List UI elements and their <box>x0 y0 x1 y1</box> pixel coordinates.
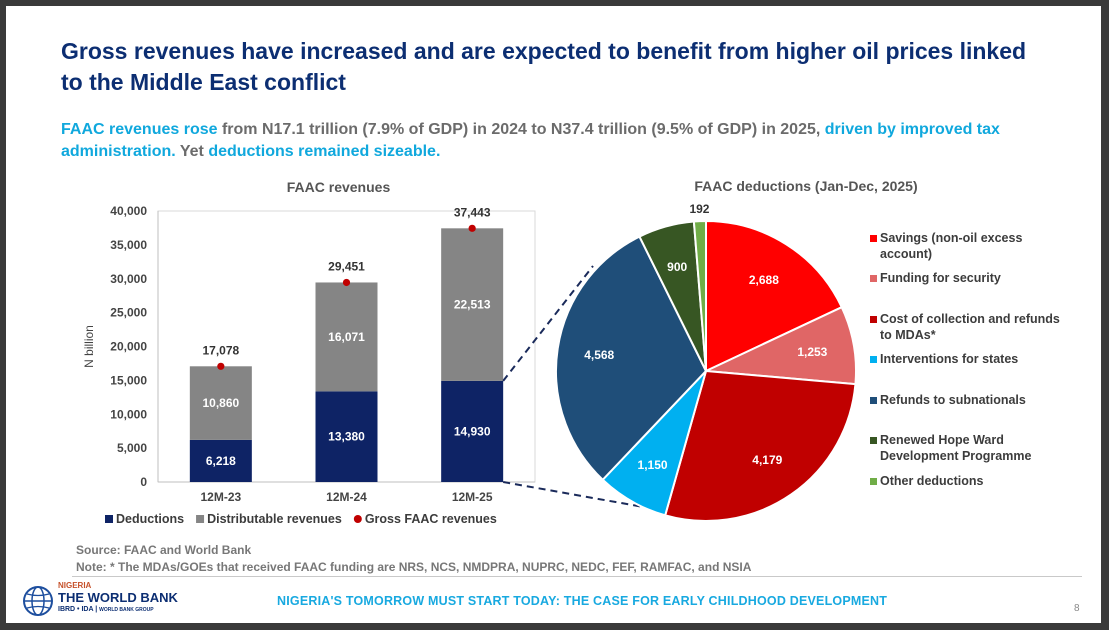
pie-legend-label: Development Programme <box>880 449 1031 463</box>
pie-legend-swatch <box>870 316 877 323</box>
legend-swatch-distributable <box>196 515 205 523</box>
bar-chart: FAAC revenues 0 5,000 10,000 15,000 20,000 25,… <box>82 179 536 526</box>
bar-distributable-label: 22,513 <box>454 298 491 312</box>
pie-legend-label: Renewed Hope Ward <box>880 433 1004 447</box>
gross-revenue-marker <box>342 278 351 287</box>
pie-legend-label: Cost of collection and refunds <box>880 312 1060 326</box>
logo-sub-1: IBRD • IDA <box>58 606 94 613</box>
subtitle-part-4: Yet <box>175 143 209 160</box>
pie-legend-label: to MDAs* <box>880 328 936 342</box>
world-bank-logo[interactable]: NIGERIA THE WORLD BANK IBRD • IDA | WORL… <box>20 581 210 621</box>
bar-distributable <box>189 366 252 440</box>
bar-deductions-label: 14,930 <box>454 424 491 438</box>
subtitle-part-3: driven by improved tax administration. <box>61 121 1000 160</box>
y-tick-label: 30,000 <box>110 272 147 286</box>
subtitle-part-2: from N17.1 trillion (7.9% of GDP) in 202… <box>217 121 825 138</box>
bar-deductions <box>189 439 252 482</box>
gross-revenue-label: 37,443 <box>454 205 491 219</box>
bar-deductions-label: 6,218 <box>206 454 236 468</box>
y-tick-label: 25,000 <box>110 306 147 320</box>
legend-swatch-deductions <box>105 515 113 523</box>
pie-slice <box>692 219 707 372</box>
pie-slice-label: 1,150 <box>638 458 668 472</box>
x-tick-label: 12M-24 <box>326 490 367 504</box>
page-number: 8 <box>1074 603 1080 614</box>
logo-sub-2: WORLD BANK GROUP <box>99 607 154 613</box>
slide: Gross revenues have increased and are ex… <box>6 6 1101 623</box>
y-tick-label: 0 <box>140 475 147 489</box>
notes: Source: FAAC and World Bank Note: * The … <box>76 542 751 576</box>
pie-legend-swatch <box>870 437 877 444</box>
subtitle-part-5: deductions remained sizeable. <box>208 143 441 160</box>
footer-tagline: NIGERIA'S TOMORROW MUST START TODAY: THE… <box>277 594 888 608</box>
bar-deductions-label: 13,380 <box>328 430 365 444</box>
logo-country: NIGERIA <box>58 581 92 590</box>
x-tick-label: 12M-23 <box>200 490 241 504</box>
footer-divider <box>72 576 1082 577</box>
charts-canvas: FAAC revenues 0 5,000 10,000 15,000 20,000 25,… <box>82 178 1060 526</box>
y-tick-label: 10,000 <box>110 407 147 421</box>
pie-slice-label: 2,688 <box>749 273 779 287</box>
slide-title: Gross revenues have increased and are ex… <box>61 38 1027 95</box>
pie-slice-label: 4,568 <box>584 348 614 362</box>
pie-legend-swatch <box>870 397 877 404</box>
y-tick-label: 20,000 <box>110 340 147 354</box>
gross-revenue-label: 17,078 <box>202 343 239 357</box>
bar-chart-title: FAAC revenues <box>287 179 391 195</box>
logo-text: NIGERIA THE WORLD BANK IBRD • IDA | WORL… <box>58 581 178 615</box>
y-axis-title: N billion <box>82 325 96 368</box>
pie-slice-label: 1,253 <box>797 345 827 359</box>
pie-legend-label: Other deductions <box>880 474 984 488</box>
y-tick-label: 15,000 <box>110 373 147 387</box>
source-note: Source: FAAC and World Bank <box>76 543 252 557</box>
pie-legend-swatch <box>870 356 877 363</box>
logo-name: THE WORLD BANK <box>58 590 178 605</box>
bar-distributable-label: 10,860 <box>202 396 239 410</box>
globe-icon <box>23 586 53 616</box>
slide-subtitle: FAAC revenues rose from N17.1 trillion (… <box>61 119 1061 163</box>
bar-distributable-label: 16,071 <box>328 330 365 344</box>
bar-distributable <box>441 228 504 381</box>
pie-legend: Savings (non-oil excess account) Funding f… <box>870 231 1060 488</box>
subtitle-part-1: FAAC revenues rose <box>61 121 218 138</box>
pie-legend-swatch <box>870 478 877 485</box>
legend-label: Distributable revenues <box>207 512 342 526</box>
pie-legend-label: Funding for security <box>880 271 1001 285</box>
pie-legend-label: Refunds to subnationals <box>880 393 1026 407</box>
pie-slice-label: 4,179 <box>752 453 782 467</box>
pie-slice-label: 900 <box>667 260 687 274</box>
pie-chart-title: FAAC deductions (Jan-Dec, 2025) <box>694 178 917 194</box>
pie-slice-label: 192 <box>689 202 709 216</box>
pie-chart: FAAC deductions (Jan-Dec, 2025) 2,688 1,25… <box>555 178 918 522</box>
gross-revenue-marker <box>468 224 476 232</box>
legend-label: Deductions <box>116 512 184 526</box>
connector-line-top <box>502 265 594 382</box>
bar-deductions <box>315 391 378 482</box>
y-tick-label: 40,000 <box>110 204 147 218</box>
pie-slice <box>705 219 844 373</box>
x-tick-label: 12M-25 <box>452 490 493 504</box>
legend-marker-gross <box>353 515 362 523</box>
gross-revenue-label: 29,451 <box>328 259 365 273</box>
pie-legend-swatch <box>870 235 877 242</box>
logo-subline: IBRD • IDA | WORLD BANK GROUP <box>58 606 154 613</box>
y-tick-label: 5,000 <box>117 441 147 455</box>
y-tick-label: 35,000 <box>110 238 147 252</box>
legend-label: Gross FAAC revenues <box>365 512 497 526</box>
pie-legend-label: Interventions for states <box>880 352 1018 366</box>
pie-slice <box>663 369 857 522</box>
gross-revenue-marker <box>217 362 225 370</box>
pie-legend-label: Savings (non-oil excess <box>880 231 1022 245</box>
footnote: Note: * The MDAs/GOEs that received FAAC… <box>76 560 752 574</box>
bar-distributable <box>315 282 378 392</box>
pie-legend-swatch <box>870 275 877 282</box>
pie-legend-label: account) <box>880 247 932 261</box>
bar-deductions <box>441 380 504 482</box>
